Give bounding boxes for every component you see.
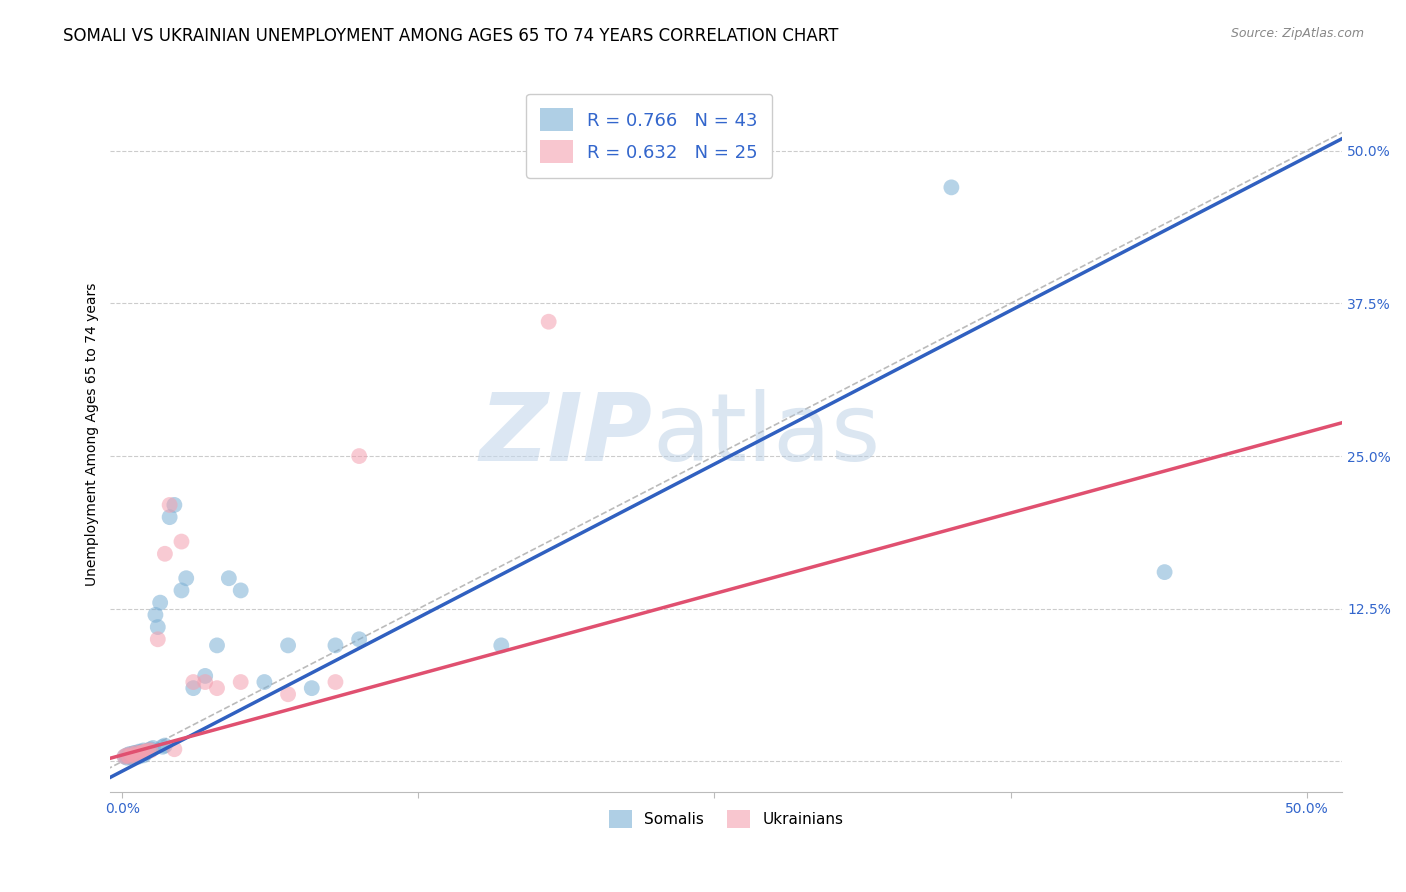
Point [122,746,145,760]
Point [129,745,152,759]
Point [163,742,186,756]
Point [1153,565,1175,579]
Point [139,742,162,756]
Point [114,749,136,764]
Point [146,632,169,647]
Point [118,749,141,764]
Point [118,747,141,761]
Point [229,675,252,690]
Point [301,681,323,695]
Point [153,739,176,753]
Point [128,747,150,761]
Point [122,748,145,763]
Point [205,681,228,695]
Point [277,687,299,701]
Point [125,748,148,763]
Point [135,745,157,759]
Point [129,747,152,761]
Point [128,745,150,759]
Point [153,547,176,561]
Point [136,743,159,757]
Point [149,596,172,610]
Point [325,675,347,690]
Point [121,747,143,761]
Point [142,741,165,756]
Point [115,751,138,765]
Point [194,669,217,683]
Point [145,607,167,622]
Point [174,571,197,585]
Point [146,620,169,634]
Point [132,743,155,757]
Point [139,743,162,757]
Point [152,739,174,754]
Text: ZIP: ZIP [479,389,652,481]
Point [125,746,148,760]
Point [114,749,136,764]
Point [136,743,159,757]
Point [170,583,193,598]
Point [941,180,963,194]
Point [128,749,150,764]
Point [122,749,145,764]
Point [163,498,186,512]
Point [115,748,138,763]
Point [218,571,240,585]
Point [170,534,193,549]
Point [347,449,370,463]
Legend: Somalis, Ukrainians: Somalis, Ukrainians [603,804,849,834]
Point [159,498,181,512]
Point [159,510,181,524]
Point [205,639,228,653]
Point [277,639,299,653]
Point [253,675,276,690]
Point [118,749,141,764]
Point [121,747,143,761]
Point [325,639,347,653]
Point [115,748,138,763]
Point [129,746,152,760]
Point [194,675,217,690]
Point [132,748,155,763]
Text: SOMALI VS UKRAINIAN UNEMPLOYMENT AMONG AGES 65 TO 74 YEARS CORRELATION CHART: SOMALI VS UKRAINIAN UNEMPLOYMENT AMONG A… [63,27,838,45]
Point [121,751,143,765]
Point [537,315,560,329]
Point [132,745,155,759]
Point [491,639,513,653]
Point [125,746,148,760]
Y-axis label: Unemployment Among Ages 65 to 74 years: Unemployment Among Ages 65 to 74 years [86,283,100,586]
Text: Source: ZipAtlas.com: Source: ZipAtlas.com [1230,27,1364,40]
Text: atlas: atlas [652,389,880,481]
Point [181,681,204,695]
Point [135,746,157,760]
Point [229,583,252,598]
Point [347,632,370,647]
Point [181,675,204,690]
